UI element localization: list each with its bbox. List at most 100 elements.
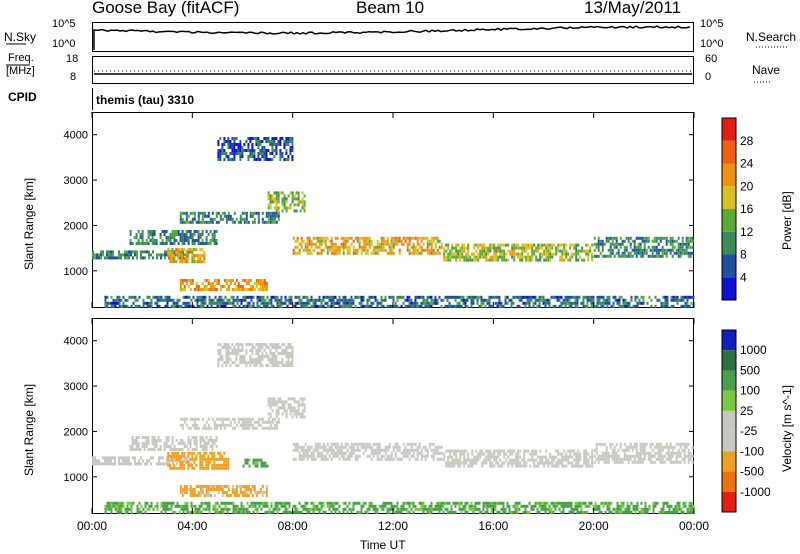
data-cell (153, 242, 156, 245)
data-cell (445, 243, 448, 247)
data-cell (655, 248, 658, 252)
data-cell (102, 462, 104, 466)
data-cell (201, 485, 204, 488)
data-cell (559, 258, 562, 262)
data-cell (336, 248, 339, 252)
data-cell (96, 256, 98, 260)
data-cell (643, 448, 646, 452)
data-cell (517, 464, 520, 468)
data-cell (503, 243, 506, 247)
data-cell (396, 501, 399, 505)
data-cell (247, 279, 250, 282)
data-cell (209, 445, 212, 448)
data-cell (225, 220, 228, 224)
data-cell (211, 488, 214, 491)
data-cell (316, 445, 319, 449)
data-cell (289, 137, 292, 140)
data-cell (376, 510, 379, 514)
data-cell (376, 248, 379, 252)
data-cell (336, 442, 339, 446)
data-cell (310, 457, 313, 461)
data-cell (179, 239, 182, 242)
data-cell (362, 504, 365, 508)
data-cell (122, 304, 125, 308)
data-cell (562, 504, 565, 508)
data-cell (497, 243, 500, 247)
data-cell (533, 252, 536, 256)
data-cell (675, 451, 678, 455)
data-cell (199, 451, 202, 455)
data-cell (181, 442, 184, 445)
data-cell (416, 457, 419, 461)
data-cell (116, 507, 119, 511)
data-cell (362, 304, 365, 308)
data-cell (666, 301, 669, 305)
data-cell (470, 298, 473, 302)
data-cell (239, 485, 242, 488)
data-cell (166, 253, 168, 257)
data-cell (302, 248, 305, 252)
data-cell (166, 459, 168, 463)
data-cell (551, 255, 554, 259)
data-cell (553, 243, 556, 247)
data-cell (410, 245, 413, 249)
data-cell (641, 442, 644, 446)
data-cell (344, 501, 347, 505)
data-cell (554, 304, 557, 308)
data-cell (426, 448, 429, 452)
data-cell (608, 507, 611, 511)
data-cell (281, 197, 284, 201)
data-cell (438, 501, 441, 505)
data-cell (635, 251, 638, 255)
data-cell (243, 279, 246, 282)
data-cell (199, 466, 202, 470)
data-cell (625, 454, 628, 458)
data-cell (262, 461, 265, 465)
data-cell (386, 304, 389, 308)
data-cell (324, 510, 327, 514)
data-cell (265, 285, 268, 288)
data-cell (178, 510, 181, 514)
data-cell (158, 456, 160, 460)
data-cell (498, 510, 501, 514)
data-cell (265, 214, 268, 218)
data-cell (168, 256, 170, 260)
data-cell (261, 352, 264, 355)
data-cell (618, 510, 621, 514)
data-cell (483, 243, 486, 247)
data-cell (551, 464, 554, 468)
data-cell (213, 279, 216, 282)
data-cell (235, 285, 238, 288)
data-cell (661, 445, 664, 449)
data-cell (298, 242, 301, 246)
data-cell (209, 488, 212, 491)
data-cell (261, 355, 264, 358)
data-cell (250, 304, 253, 308)
data-cell (227, 214, 230, 218)
data-cell (671, 445, 674, 449)
data-cell (294, 251, 297, 255)
data-cell (257, 420, 260, 424)
data-cell (519, 464, 522, 468)
data-cell (296, 510, 299, 514)
data-cell (142, 301, 145, 305)
data-cell (663, 460, 666, 464)
data-cell (687, 454, 690, 458)
data-cell (239, 417, 242, 421)
data-cell (410, 507, 413, 511)
data-cell (430, 301, 433, 305)
data-cell (252, 461, 255, 465)
data-cell (142, 298, 145, 302)
data-cell (677, 454, 680, 458)
data-cell (478, 295, 481, 299)
data-cell (344, 242, 347, 246)
data-cell (156, 298, 159, 302)
data-cell (253, 149, 256, 152)
data-cell (181, 423, 184, 427)
data-cell (404, 239, 407, 243)
data-cell (567, 461, 570, 465)
data-cell (253, 420, 256, 424)
data-cell (253, 426, 256, 430)
data-cell (297, 412, 300, 416)
data-cell (487, 258, 490, 262)
